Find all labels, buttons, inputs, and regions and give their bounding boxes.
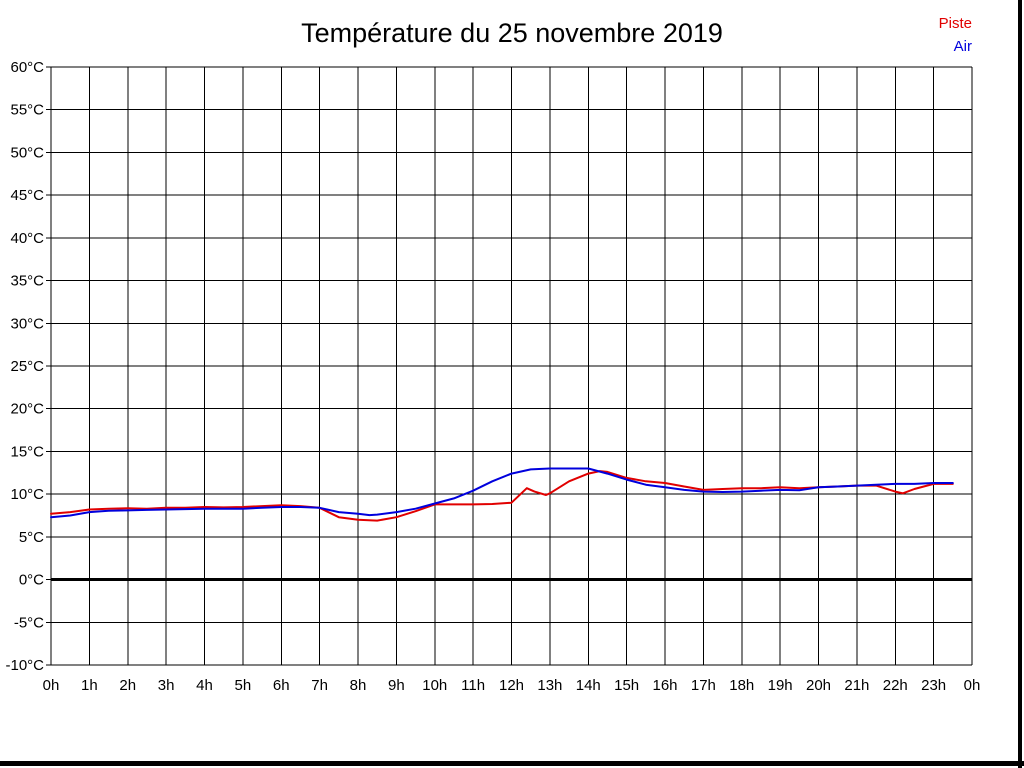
x-tick-label: 21h: [844, 677, 869, 694]
x-tick-label: 3h: [158, 677, 175, 694]
y-tick-label: 5°C: [19, 529, 44, 546]
x-tick-label: 6h: [273, 677, 290, 694]
y-tick-label: 35°C: [10, 273, 44, 290]
window-border-bottom: [0, 761, 1024, 766]
y-tick-label: 30°C: [10, 315, 44, 332]
y-tick-label: 25°C: [10, 358, 44, 375]
legend-item-piste: Piste: [938, 15, 972, 32]
x-tick-label: 10h: [422, 677, 447, 694]
x-tick-label: 14h: [576, 677, 601, 694]
y-tick-label: 45°C: [10, 187, 44, 204]
y-tick-label: 55°C: [10, 102, 44, 119]
y-tick-label: 20°C: [10, 401, 44, 418]
x-tick-label: 19h: [768, 677, 793, 694]
x-tick-label: 15h: [614, 677, 639, 694]
y-tick-label: 0°C: [19, 572, 44, 589]
y-tick-label: -10°C: [5, 657, 44, 674]
y-tick-label: 60°C: [10, 59, 44, 76]
x-tick-label: 17h: [691, 677, 716, 694]
y-tick-label: 10°C: [10, 486, 44, 503]
x-tick-label: 20h: [806, 677, 831, 694]
x-tick-label: 0h: [43, 677, 60, 694]
x-tick-label: 18h: [729, 677, 754, 694]
x-tick-label: 11h: [461, 677, 485, 694]
legend: Piste Air: [939, 12, 972, 58]
y-tick-label: -5°C: [14, 614, 44, 631]
y-tick-label: 15°C: [10, 443, 44, 460]
x-tick-label: 5h: [235, 677, 252, 694]
x-tick-label: 4h: [196, 677, 213, 694]
x-tick-label: 1h: [81, 677, 98, 694]
x-tick-label: 22h: [883, 677, 908, 694]
x-tick-label: 9h: [388, 677, 405, 694]
window-border-right: [1018, 0, 1022, 768]
x-tick-label: 23h: [921, 677, 946, 694]
x-tick-label: 12h: [499, 677, 524, 694]
y-tick-label: 40°C: [10, 230, 44, 247]
x-tick-label: 7h: [311, 677, 328, 694]
y-tick-label: 50°C: [10, 144, 44, 161]
x-tick-label: 0h: [964, 677, 981, 694]
x-tick-label: 2h: [119, 677, 136, 694]
piste-line: [50, 470, 954, 522]
x-tick-label: 8h: [350, 677, 367, 694]
x-tick-label: 16h: [652, 677, 677, 694]
air-line: [50, 467, 954, 519]
legend-item-air: Air: [953, 38, 972, 55]
x-tick-label: 13h: [537, 677, 562, 694]
chart-title: Température du 25 novembre 2019: [301, 18, 723, 48]
